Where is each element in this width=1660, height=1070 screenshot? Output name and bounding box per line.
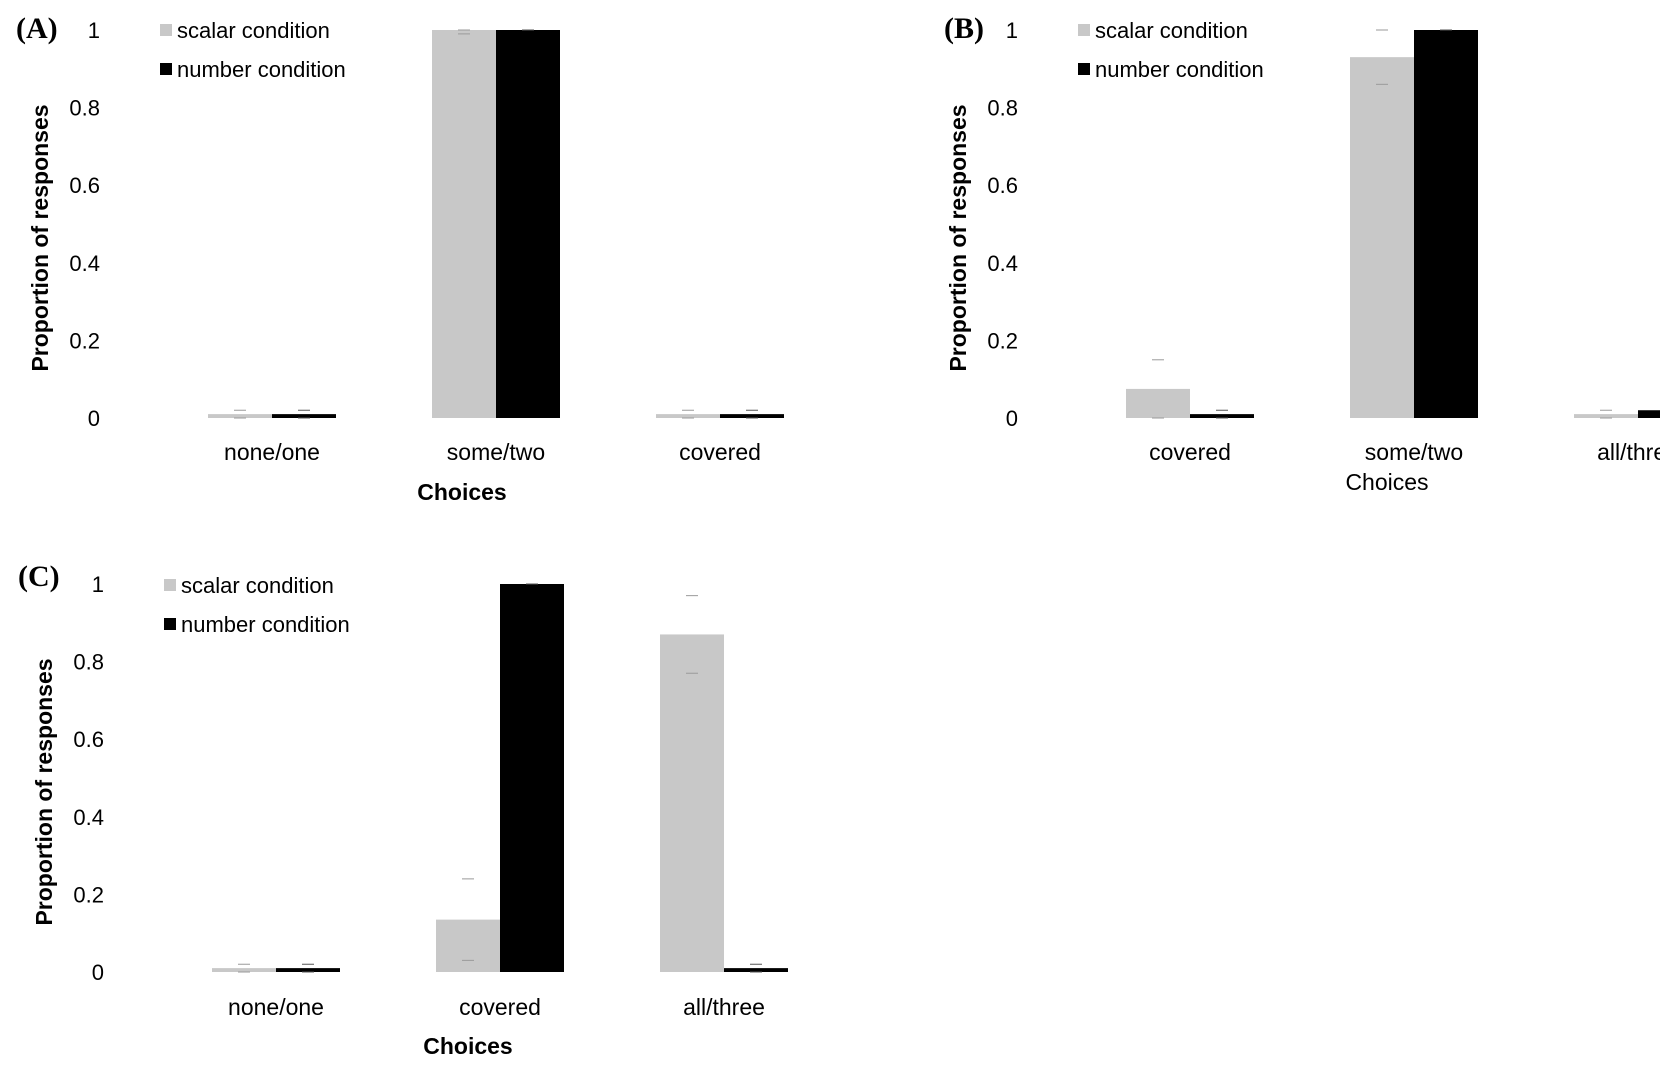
bar-number (724, 968, 788, 972)
bar-number (1638, 410, 1660, 418)
bar-scalar (656, 414, 720, 418)
y-tick-label: 0.6 (69, 173, 100, 198)
x-tick-label: some/two (447, 439, 545, 465)
bar-scalar (660, 634, 724, 972)
bar-number (500, 584, 564, 972)
x-tick-label: none/one (224, 439, 320, 465)
legend-swatch (164, 579, 176, 591)
y-tick-label: 0.4 (69, 251, 100, 276)
bar-number (1190, 414, 1254, 418)
y-tick-label: 1 (88, 18, 100, 43)
y-axis-label: Proportion of responses (27, 104, 53, 371)
bar-number (276, 968, 340, 972)
bar-number (496, 30, 560, 418)
legend-swatch (1078, 63, 1090, 75)
x-tick-label: covered (679, 439, 761, 465)
panel-label: (C) (18, 560, 60, 593)
y-tick-label: 0.6 (987, 173, 1018, 198)
bar-scalar (1574, 414, 1638, 418)
y-tick-label: 0 (1006, 406, 1018, 431)
legend-swatch (160, 24, 172, 36)
legend-swatch (164, 618, 176, 630)
x-tick-label: all/three (1597, 439, 1660, 465)
x-tick-label: some/two (1365, 439, 1463, 465)
x-axis-label: Choices (1345, 469, 1428, 495)
bar-scalar (432, 30, 496, 418)
y-tick-label: 0.2 (69, 328, 100, 353)
x-tick-label: covered (459, 994, 541, 1020)
bar-number (272, 414, 336, 418)
bar-number (720, 414, 784, 418)
legend-swatch (160, 63, 172, 75)
bar-scalar (1350, 57, 1414, 418)
legend-entry: scalar condition (1095, 18, 1248, 43)
y-tick-label: 0.2 (987, 328, 1018, 353)
y-tick-label: 0.4 (73, 805, 104, 830)
x-tick-label: covered (1149, 439, 1231, 465)
bar-scalar (1126, 388, 1190, 418)
y-tick-label: 0.6 (73, 727, 104, 752)
bar-number (1414, 30, 1478, 418)
legend-entry: number condition (177, 57, 346, 82)
y-axis-label: Proportion of responses (31, 658, 57, 925)
y-tick-label: 0.8 (69, 96, 100, 121)
chart-panel-2: (B) 0 0.2 0.4 0.6 0.8 1 Proportion of responses… (944, 12, 1660, 495)
legend-entry: scalar condition (181, 573, 334, 598)
bar-scalar (436, 919, 500, 972)
x-tick-label: none/one (228, 994, 324, 1020)
y-tick-label: 0.8 (987, 96, 1018, 121)
y-tick-label: 1 (1006, 18, 1018, 43)
y-tick-label: 0 (92, 960, 104, 985)
y-tick-label: 0 (88, 406, 100, 431)
y-tick-label: 0.2 (73, 882, 104, 907)
x-tick-label: all/three (683, 994, 765, 1020)
bar-scalar (212, 968, 276, 972)
legend-entry: number condition (181, 612, 350, 637)
y-tick-label: 0.8 (73, 650, 104, 675)
chart-panel-1: (A) 0 0.2 0.4 0.6 0.8 1 Proportion of responses… (16, 12, 784, 505)
panel-label: (B) (944, 12, 984, 45)
bar-scalar (208, 414, 272, 418)
legend-swatch (1078, 24, 1090, 36)
y-axis-label: Proportion of responses (945, 104, 971, 371)
chart-panel-3: (C) 0 0.2 0.4 0.6 0.8 1 Proportion of responses… (18, 560, 788, 1059)
y-tick-label: 0.4 (987, 251, 1018, 276)
x-axis-label: Choices (417, 479, 506, 505)
y-tick-label: 1 (92, 572, 104, 597)
legend-entry: scalar condition (177, 18, 330, 43)
panel-label: (A) (16, 12, 58, 45)
x-axis-label: Choices (423, 1033, 512, 1059)
legend-entry: number condition (1095, 57, 1264, 82)
